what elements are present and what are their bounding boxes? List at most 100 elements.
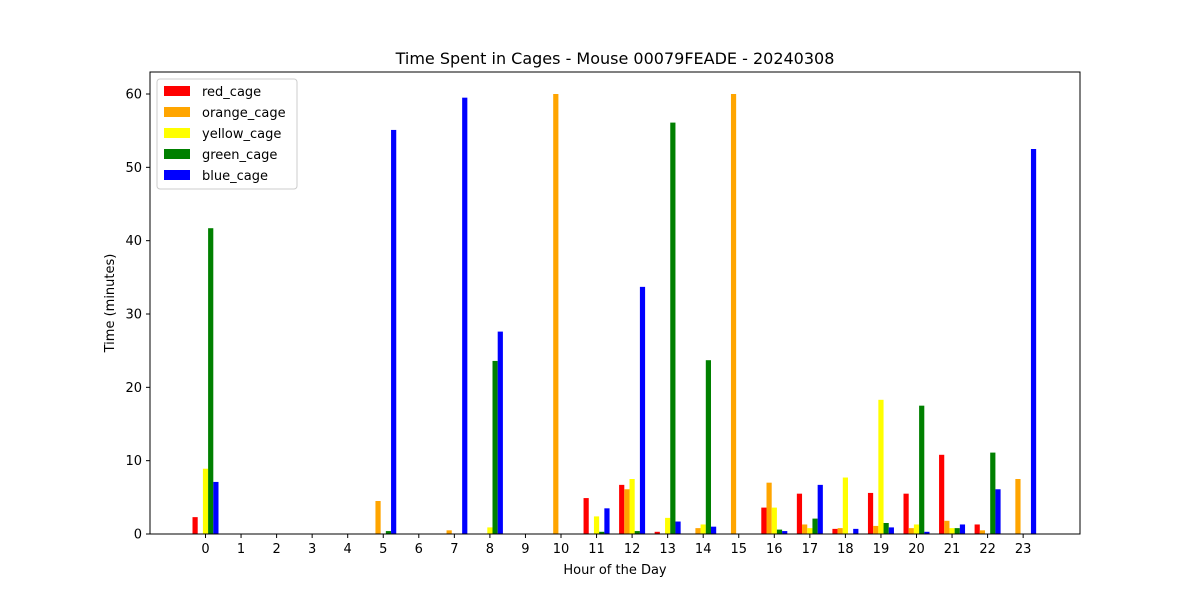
x-tick-label: 8 <box>486 542 494 557</box>
bar-green_cage-hour-12 <box>634 531 640 534</box>
bar-red_cage-hour-19 <box>867 492 874 534</box>
x-tick-label: 22 <box>979 542 996 557</box>
bar-red_cage-hour-11 <box>583 498 589 534</box>
legend-swatch-red_cage <box>164 86 190 96</box>
bar-red_cage-hour-22 <box>974 524 980 534</box>
x-tick-label: 0 <box>201 542 209 557</box>
bar-yellow_cage-hour-0 <box>202 468 209 534</box>
bar-green_cage-hour-8 <box>492 360 498 534</box>
bar-green_cage-hour-16 <box>776 529 783 534</box>
x-tick-label: 3 <box>308 542 316 557</box>
bar-blue_cage-hour-8 <box>497 331 503 534</box>
bar-blue_cage-hour-16 <box>782 531 788 534</box>
bar-orange_cage-hour-20 <box>908 528 914 534</box>
legend-label-red_cage: red_cage <box>202 85 261 100</box>
bar-blue_cage-hour-20 <box>924 531 930 534</box>
bar-blue_cage-hour-7 <box>462 97 468 535</box>
bar-green_cage-hour-20 <box>919 405 925 534</box>
bar-yellow_cage-hour-11 <box>593 516 600 534</box>
x-tick-label: 12 <box>624 542 641 557</box>
series-yellow_cage <box>202 399 955 534</box>
x-tick-label: 10 <box>553 542 570 557</box>
bar-yellow_cage-hour-8 <box>487 527 493 534</box>
bar-blue_cage-hour-22 <box>995 489 1001 534</box>
legend-swatch-orange_cage <box>164 107 190 117</box>
bar-yellow_cage-hour-19 <box>878 399 884 534</box>
legend-swatch-blue_cage <box>164 170 190 180</box>
series-red_cage <box>192 454 980 534</box>
bar-orange_cage-hour-12 <box>624 489 630 534</box>
legend-box <box>156 78 298 190</box>
bar-blue_cage-hour-17 <box>817 484 823 534</box>
bar-green_cage-hour-17 <box>812 518 818 534</box>
bar-green_cage-hour-19 <box>883 523 889 534</box>
bar-red_cage-hour-18 <box>832 528 838 534</box>
x-tick-label: 5 <box>379 542 387 557</box>
x-tick-label: 16 <box>766 542 783 557</box>
bar-yellow_cage-hour-18 <box>842 477 848 534</box>
bar-yellow_cage-hour-12 <box>629 479 635 534</box>
bar-orange_cage-hour-15 <box>730 94 737 534</box>
x-axis-label: Hour of the Day <box>563 563 667 578</box>
bar-yellow_cage-hour-14 <box>700 524 706 534</box>
x-tick-label: 2 <box>272 542 280 557</box>
bar-yellow_cage-hour-21 <box>949 528 955 534</box>
bar-red_cage-hour-13 <box>654 531 660 534</box>
bar-green_cage-hour-22 <box>990 452 996 534</box>
bar-blue_cage-hour-0 <box>213 481 219 534</box>
x-tick-label: 23 <box>1015 542 1032 557</box>
bar-red_cage-hour-0 <box>192 517 198 534</box>
y-axis-label: Time (minutes) <box>103 254 118 354</box>
y-tick-label: 50 <box>125 161 142 176</box>
bar-orange_cage-hour-18 <box>837 528 843 534</box>
bar-orange_cage-hour-23 <box>1015 479 1021 534</box>
x-tick-label: 11 <box>588 542 605 557</box>
bar-orange_cage-hour-22 <box>979 530 985 534</box>
bar-orange_cage-hour-16 <box>766 482 772 534</box>
plot-area-frame <box>149 71 1081 535</box>
x-tick-label: 20 <box>908 542 925 557</box>
legend-swatch-green_cage <box>164 149 190 159</box>
x-tick-label: 18 <box>837 542 854 557</box>
series-orange_cage <box>375 94 1021 534</box>
y-tick-label: 0 <box>134 528 142 543</box>
legend-swatch-yellow_cage <box>164 128 190 138</box>
bars-layer <box>192 94 1037 535</box>
bar-yellow_cage-hour-20 <box>913 524 920 534</box>
x-tick-label: 9 <box>521 542 529 557</box>
x-tick-label: 14 <box>695 542 712 557</box>
bar-yellow_cage-hour-16 <box>771 507 777 534</box>
x-tick-label: 13 <box>659 542 676 557</box>
x-axis: 0 1 2 3 4 5 6 7 8 9 10 11 12 13 14 15 16 17 18 19 20 21 22 23 <box>201 534 1031 557</box>
bar-red_cage-hour-12 <box>619 484 625 534</box>
series-green_cage <box>208 122 996 534</box>
bar-green_cage-hour-11 <box>599 531 605 534</box>
bar-orange_cage-hour-7 <box>446 530 452 534</box>
bar-green_cage-hour-13 <box>670 122 676 534</box>
bar-green_cage-hour-14 <box>705 360 711 534</box>
y-tick-label: 10 <box>125 454 142 469</box>
legend: red_cage orange_cage yellow_cage green_cage… <box>156 78 298 190</box>
bar-blue_cage-hour-12 <box>639 286 646 534</box>
bar-blue_cage-hour-13 <box>675 521 681 534</box>
bar-green_cage-hour-5 <box>385 531 392 534</box>
legend-label-yellow_cage: yellow_cage <box>202 127 281 142</box>
bar-orange_cage-hour-19 <box>873 525 879 534</box>
bar-red_cage-hour-16 <box>761 507 767 534</box>
bar-red_cage-hour-20 <box>903 493 909 534</box>
bar-blue_cage-hour-18 <box>853 528 859 534</box>
x-tick-label: 15 <box>730 542 747 557</box>
bar-yellow_cage-hour-17 <box>807 528 813 534</box>
bar-blue_cage-hour-19 <box>888 527 894 534</box>
x-tick-label: 19 <box>873 542 890 557</box>
x-tick-label: 1 <box>237 542 245 557</box>
bar-yellow_cage-hour-13 <box>665 517 671 534</box>
bar-orange_cage-hour-10 <box>553 94 559 534</box>
y-tick-label: 40 <box>125 234 142 249</box>
bar-blue_cage-hour-11 <box>604 508 610 534</box>
bar-green_cage-hour-21 <box>954 528 960 534</box>
bar-blue_cage-hour-5 <box>391 129 397 534</box>
series-blue_cage <box>213 97 1037 535</box>
